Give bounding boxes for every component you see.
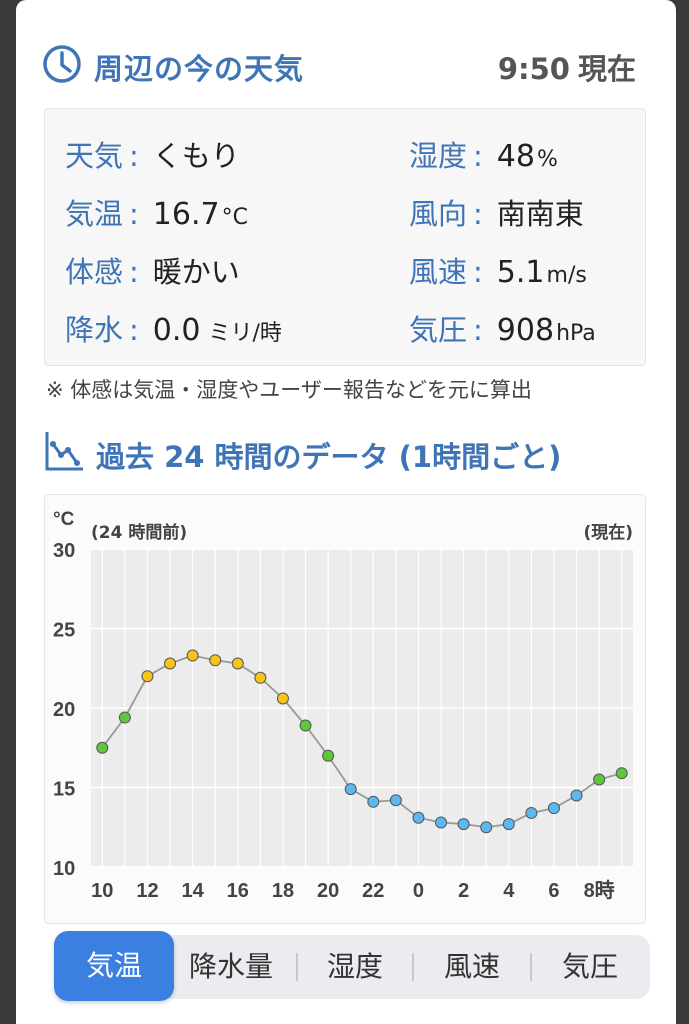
feels-like-note: ※ 体感は気温・湿度やユーザー報告などを元に算出 <box>46 378 532 402</box>
temperature-point <box>570 789 583 802</box>
weather-label: 天気 <box>65 139 124 173</box>
tab-humidity[interactable]: 湿度 <box>326 950 383 983</box>
x-tick-label: 22 <box>362 880 384 902</box>
history-section-title: 過去 24 時間のデータ (1時間ごと) <box>96 440 562 474</box>
x-tick-label: 18 <box>272 880 294 902</box>
temperature-point <box>435 816 448 829</box>
temperature-point <box>164 657 177 670</box>
x-tick-label: 4 <box>503 880 515 902</box>
tab-wind-speed[interactable]: 風速 <box>443 950 500 983</box>
clock-icon <box>43 45 81 83</box>
x-tick-label: 16 <box>227 880 249 902</box>
humidity-unit: % <box>536 147 558 172</box>
humidity-label: 湿度 <box>409 139 468 173</box>
temperature-point <box>593 773 606 786</box>
temperature-point <box>547 802 560 815</box>
y-tick-label: 30 <box>53 540 75 562</box>
tab-precipitation[interactable]: 降水量 <box>188 950 273 983</box>
temperature-point <box>502 818 515 831</box>
temperature-point <box>209 654 222 667</box>
x-tick-label: 14 <box>182 880 205 902</box>
x-tick-label: 0 <box>413 880 424 902</box>
line-chart-icon <box>45 432 83 471</box>
metric-tab-bar: 気温 降水量 湿度 風速 気圧 <box>54 931 650 1001</box>
temperature-point <box>96 741 109 754</box>
feels-row: 体感: 暖かい <box>65 249 240 289</box>
feels-value: 暖かい <box>152 255 240 289</box>
card-header: 周辺の今の天気 9:50 現在 <box>42 42 636 90</box>
x-tick-label: 2 <box>458 880 469 902</box>
current-conditions: 天気: くもり 気温: 16.7°C 体感: 暖かい 降水: 0.0 ミリ/時 湿… <box>44 108 646 366</box>
humidity-row: 湿度: 48% <box>409 133 558 174</box>
precip-row: 降水: 0.0 ミリ/時 <box>65 307 282 348</box>
temperature-point <box>344 783 357 796</box>
y-tick-label: 25 <box>53 620 75 642</box>
tab-temperature[interactable]: 気温 <box>54 931 174 1001</box>
wind-direction-row: 風向: 南南東 <box>409 191 584 231</box>
weather-value: くもり <box>152 139 240 173</box>
temperature-point <box>141 670 154 683</box>
precip-label: 降水 <box>65 313 124 347</box>
x-tick-label: 10 <box>91 880 113 902</box>
temperature-point <box>299 719 312 732</box>
chart-right-note: (現在) <box>583 522 633 543</box>
feels-label: 体感 <box>65 255 124 289</box>
temperature-point <box>457 818 470 831</box>
wind-speed-value: 5.1 <box>496 255 545 290</box>
temperature-point <box>367 795 380 808</box>
temperature-point <box>525 806 538 819</box>
wind-direction-label: 風向 <box>409 197 468 231</box>
temperature-point <box>412 811 425 824</box>
wind-direction-value: 南南東 <box>496 197 584 231</box>
tab-separator <box>530 953 532 981</box>
temperature-point <box>118 711 131 724</box>
chart-left-note: (24 時間前) <box>91 522 187 543</box>
wind-speed-row: 風速: 5.1m/s <box>409 249 587 290</box>
tab-separator <box>412 953 414 981</box>
weather-row: 天気: くもり <box>65 133 240 173</box>
temperature-point <box>615 767 628 780</box>
temperature-point <box>480 821 493 834</box>
y-unit-label: °C <box>53 509 75 530</box>
pressure-unit: hPa <box>556 321 596 346</box>
time-value: 9:50 <box>497 52 570 86</box>
temperature-point <box>389 794 402 807</box>
wind-speed-label: 風速 <box>409 255 468 289</box>
y-tick-label: 15 <box>53 779 75 801</box>
weather-card: 周辺の今の天気 9:50 現在 天気: くもり 気温: 16.7°C 体感: 暖か… <box>16 0 676 1024</box>
temperature-point <box>186 649 199 662</box>
wind-speed-unit: m/s <box>546 263 587 288</box>
x-tick-label: 6 <box>548 880 559 902</box>
card-title: 周辺の今の天気 <box>94 52 305 86</box>
precip-unit: ミリ/時 <box>208 321 282 346</box>
temperature-point <box>231 657 244 670</box>
precip-value: 0.0 <box>152 313 201 348</box>
temperature-chart-svg: 10 15 20 25 30 °C (24 時間前) (現在) 10 12 14 16 18 20 22 0 2… <box>53 509 633 902</box>
y-tick-label: 10 <box>53 858 75 880</box>
tab-pressure[interactable]: 気圧 <box>561 950 618 983</box>
temperature-point <box>322 749 335 762</box>
temperature-unit: °C <box>221 205 248 230</box>
temperature-point <box>276 692 289 705</box>
temperature-value: 16.7 <box>152 197 220 232</box>
tab-separator <box>296 953 298 981</box>
x-tick-label: 12 <box>136 880 158 902</box>
current-time: 9:50 現在 <box>498 46 636 88</box>
x-tick-label: 8時 <box>584 878 615 902</box>
temperature-label: 気温 <box>65 197 124 231</box>
time-suffix: 現在 <box>577 52 636 86</box>
pressure-row: 気圧: 908hPa <box>409 307 596 348</box>
temperature-point <box>254 671 267 684</box>
humidity-value: 48 <box>496 139 535 174</box>
pressure-value: 908 <box>496 313 555 348</box>
y-tick-label: 20 <box>53 699 75 721</box>
x-tick-label: 20 <box>317 880 339 902</box>
temperature-row: 気温: 16.7°C <box>65 191 248 232</box>
temperature-chart: 10 15 20 25 30 °C (24 時間前) (現在) 10 12 14 16 18 20 22 0 2… <box>44 494 646 924</box>
pressure-label: 気圧 <box>409 313 468 347</box>
